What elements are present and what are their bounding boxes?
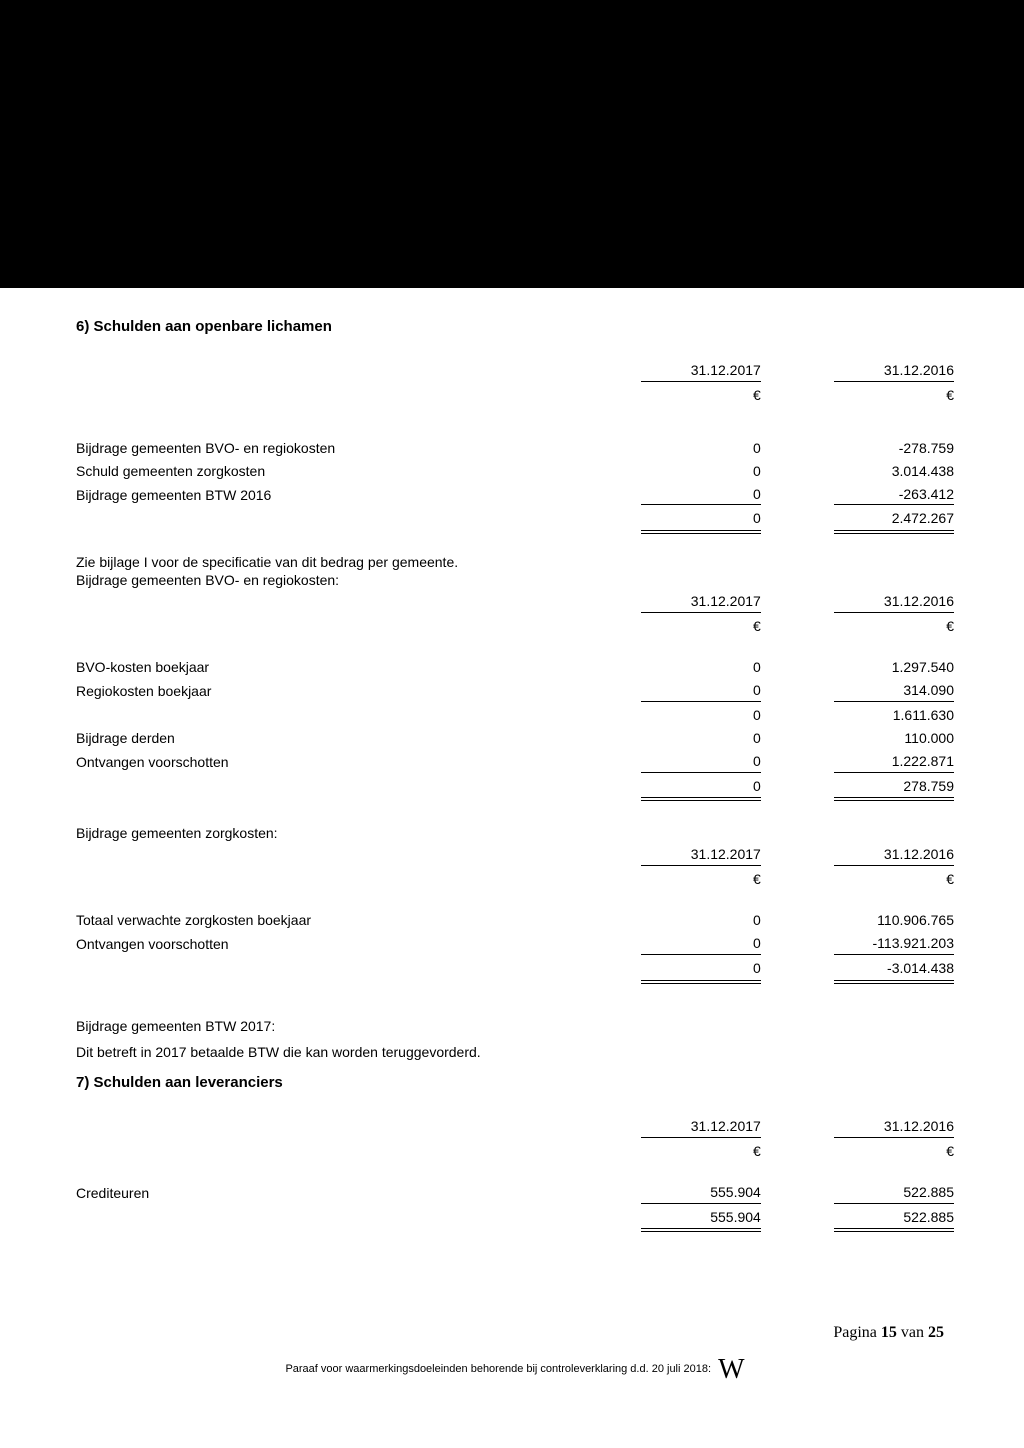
total-value: 522.885: [834, 1208, 954, 1233]
subtotal-value: 0: [568, 704, 761, 727]
total-value: 555.904: [641, 1208, 761, 1233]
initials-signature: W: [718, 1354, 744, 1386]
row-label: BVO-kosten boekjaar: [76, 656, 568, 679]
currency-symbol: €: [761, 1140, 954, 1163]
currency-symbol: €: [568, 384, 761, 407]
row-value: 314.090: [834, 681, 954, 702]
subtotal-value: 1.611.630: [761, 704, 954, 727]
row-value: 1.297.540: [761, 656, 954, 679]
total-value: 0: [641, 509, 761, 534]
row-value: -278.759: [761, 437, 954, 460]
row-label: Schuld gemeenten zorgkosten: [76, 460, 568, 483]
page-number: Pagina 15 van 25: [76, 1324, 954, 1342]
page-footer: Pagina 15 van 25 Paraaf voor waarmerking…: [76, 1324, 954, 1380]
section-6-table-2: 31.12.2017 31.12.2016 € € BVO-kosten boe…: [76, 590, 954, 803]
total-value: 2.472.267: [834, 509, 954, 534]
currency-symbol: €: [761, 868, 954, 891]
col-header-2017: 31.12.2017: [641, 592, 761, 613]
row-label: Bijdrage gemeenten BVO- en regiokosten: [76, 437, 568, 460]
row-value: 0: [641, 752, 761, 773]
currency-symbol: €: [761, 615, 954, 638]
section-7-table: 31.12.2017 31.12.2016 € € Crediteuren 55…: [76, 1115, 954, 1235]
btw-title: Bijdrage gemeenten BTW 2017:: [76, 1018, 954, 1034]
col-header-2016: 31.12.2016: [834, 1117, 954, 1138]
top-black-region: [0, 0, 1024, 288]
row-value: 110.000: [761, 727, 954, 750]
currency-symbol: €: [568, 868, 761, 891]
row-value: 0: [641, 934, 761, 955]
row-label: Crediteuren: [76, 1181, 568, 1206]
row-label: Totaal verwachte zorgkosten boekjaar: [76, 909, 568, 932]
total-value: 0: [641, 959, 761, 984]
row-value: 110.906.765: [761, 909, 954, 932]
btw-text: Dit betreft in 2017 betaalde BTW die kan…: [76, 1044, 954, 1060]
section-6-table-3: 31.12.2017 31.12.2016 € € Totaal verwach…: [76, 843, 954, 985]
spec-note-2: Bijdrage gemeenten BVO- en regiokosten:: [76, 572, 954, 588]
row-label: Ontvangen voorschotten: [76, 750, 568, 775]
spec-note-1: Zie bijlage I voor de specificatie van d…: [76, 554, 954, 570]
col-header-2016: 31.12.2016: [834, 361, 954, 382]
row-label: Ontvangen voorschotten: [76, 932, 568, 957]
row-value: 0: [568, 437, 761, 460]
currency-symbol: €: [761, 384, 954, 407]
row-value: 522.885: [834, 1183, 954, 1204]
col-header-2017: 31.12.2017: [641, 361, 761, 382]
row-value: 3.014.438: [761, 460, 954, 483]
row-value: 555.904: [641, 1183, 761, 1204]
row-value: 0: [568, 460, 761, 483]
section-6-title: 6) Schulden aan openbare lichamen: [76, 318, 954, 335]
row-label: Bijdrage gemeenten BTW 2016: [76, 483, 568, 508]
zorg-title: Bijdrage gemeenten zorgkosten:: [76, 825, 954, 841]
col-header-2017: 31.12.2017: [641, 845, 761, 866]
paraaf-line: Paraaf voor waarmerkingsdoeleinden behor…: [76, 1348, 954, 1380]
total-value: 278.759: [834, 777, 954, 802]
row-value: 0: [568, 727, 761, 750]
section-7-title: 7) Schulden aan leveranciers: [76, 1074, 954, 1091]
row-label: Bijdrage derden: [76, 727, 568, 750]
total-value: 0: [641, 777, 761, 802]
row-value: 1.222.871: [834, 752, 954, 773]
row-value: 0: [568, 656, 761, 679]
row-label: Regiokosten boekjaar: [76, 679, 568, 704]
total-value: -3.014.438: [834, 959, 954, 984]
row-value: 0: [641, 485, 761, 506]
section-6-table-1: 31.12.2017 31.12.2016 € € Bijdrage gemee…: [76, 359, 954, 536]
currency-symbol: €: [568, 1140, 761, 1163]
page-content: 6) Schulden aan openbare lichamen 31.12.…: [0, 288, 1024, 1400]
col-header-2016: 31.12.2016: [834, 845, 954, 866]
col-header-2017: 31.12.2017: [641, 1117, 761, 1138]
row-value: 0: [641, 681, 761, 702]
currency-symbol: €: [568, 615, 761, 638]
row-value: -263.412: [834, 485, 954, 506]
row-value: -113.921.203: [834, 934, 954, 955]
col-header-2016: 31.12.2016: [834, 592, 954, 613]
row-value: 0: [568, 909, 761, 932]
